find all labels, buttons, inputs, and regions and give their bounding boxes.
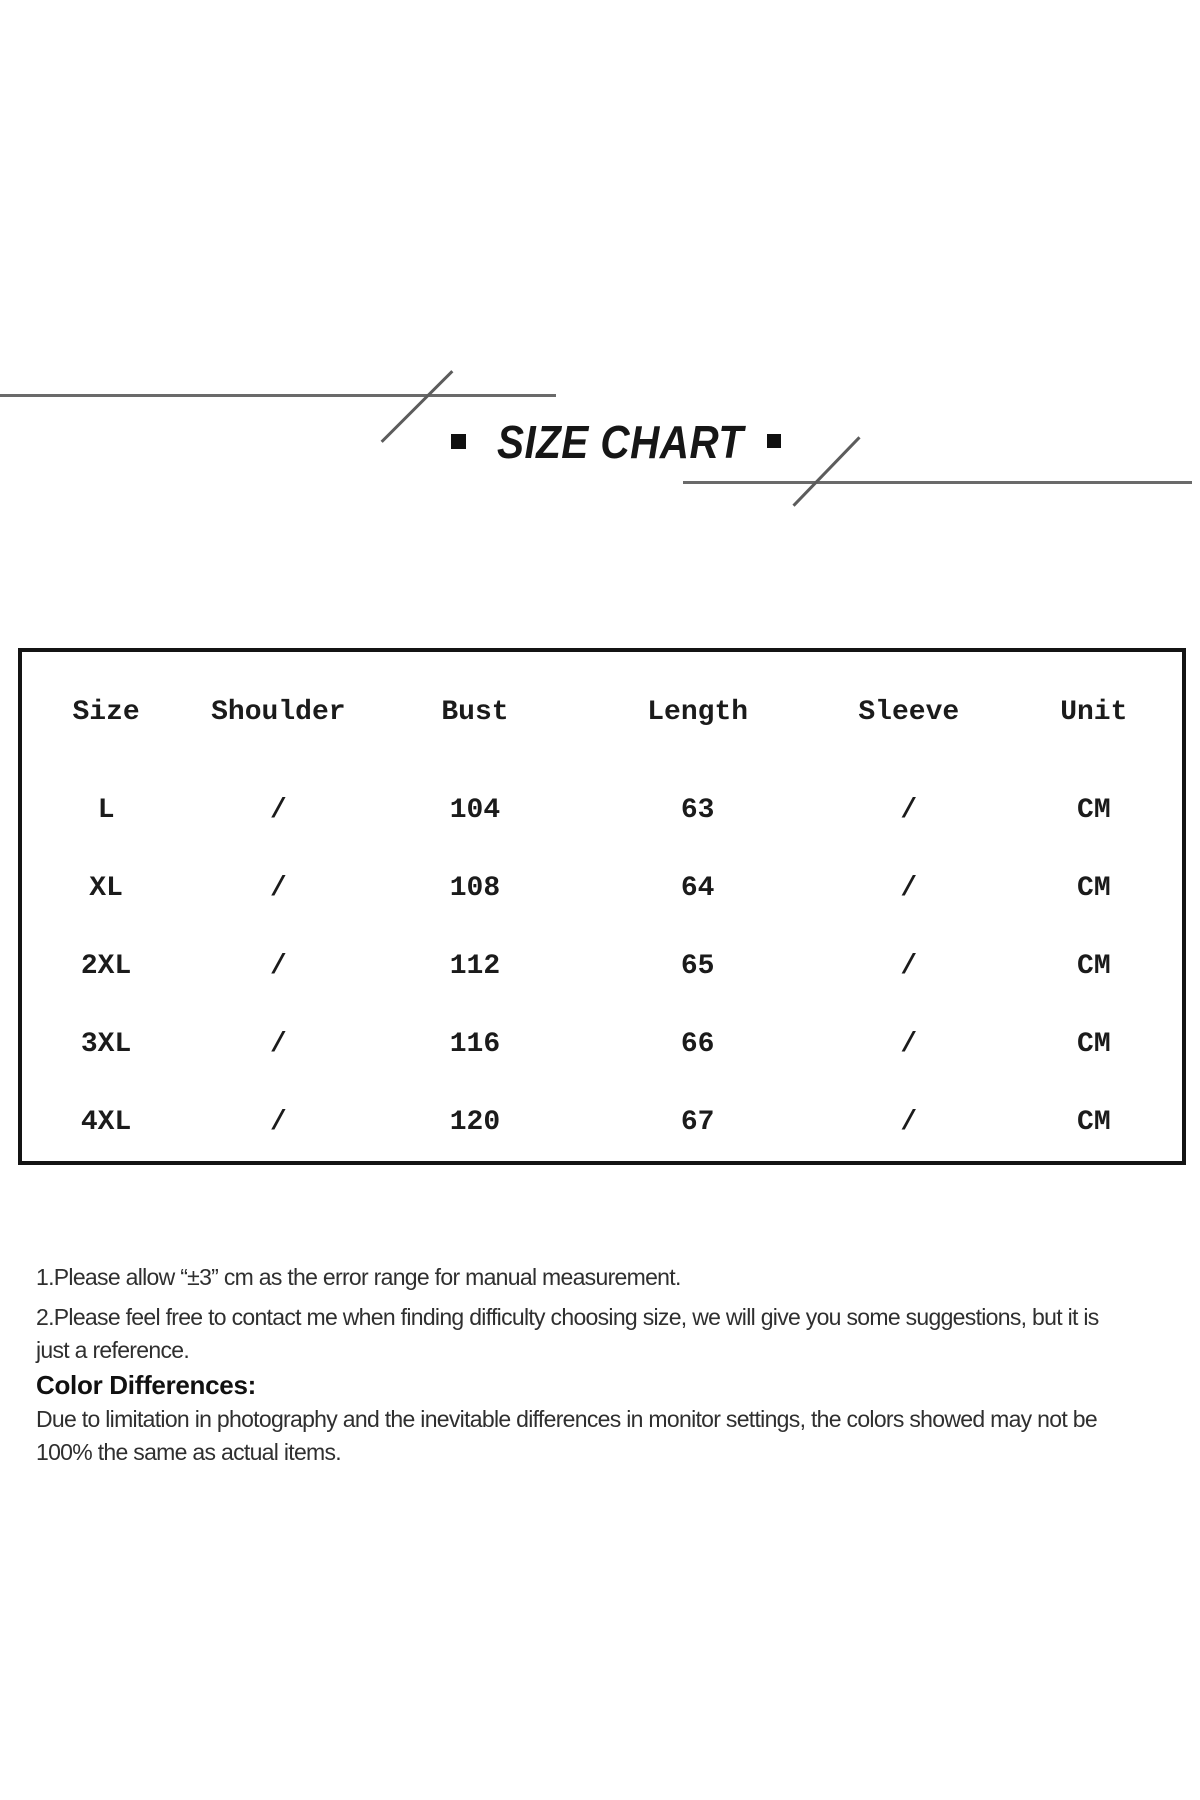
cell-sleeve: /: [900, 873, 918, 905]
color-differences-heading: Color Differences:: [36, 1370, 256, 1400]
cell-size: XL: [89, 873, 123, 905]
size-table: Size Shoulder Bust Length Sleeve Unit L …: [22, 652, 1182, 1161]
cell-length: 65: [680, 950, 715, 982]
size-table-frame: Size Shoulder Bust Length Sleeve Unit L …: [18, 648, 1186, 1165]
decorative-slash-left: [380, 370, 454, 443]
cell-sleeve: /: [900, 1028, 918, 1060]
cell-bust: 108: [449, 873, 501, 905]
cell-shoulder: /: [269, 950, 287, 982]
cell-size: L: [97, 795, 115, 827]
decorative-slash-right: [792, 436, 861, 507]
table-row: 2XL / 112 65 / CM: [22, 928, 1182, 1006]
header-cell-unit: Unit: [1060, 696, 1128, 728]
table-row: 4XL / 120 67 / CM: [22, 1083, 1182, 1161]
cell-bust: 116: [449, 1028, 501, 1060]
decorative-line-left: [0, 394, 556, 397]
note-contact-line2: just a reference.: [36, 1337, 190, 1363]
note-measurement-error: 1.Please allow “±3” cm as the error rang…: [36, 1264, 681, 1290]
cell-unit: CM: [1077, 795, 1111, 827]
cell-unit: CM: [1077, 950, 1111, 982]
table-row: XL / 108 64 / CM: [22, 850, 1182, 928]
table-row: L / 104 63 / CM: [22, 772, 1182, 850]
square-bullet-icon: [451, 434, 466, 449]
note-color-diff-line2: 100% the same as actual items.: [36, 1439, 342, 1465]
cell-bust: 112: [449, 950, 501, 982]
cell-length: 64: [680, 873, 715, 905]
header-cell-shoulder: Shoulder: [211, 696, 346, 728]
header-cell-size: Size: [72, 696, 140, 728]
cell-unit: CM: [1077, 873, 1111, 905]
decorative-line-right: [683, 481, 1192, 484]
cell-shoulder: /: [269, 1028, 287, 1060]
header-cell-sleeve: Sleeve: [858, 696, 960, 728]
cell-length: 66: [680, 1028, 715, 1060]
note-contact-line1: 2.Please feel free to contact me when fi…: [36, 1304, 1099, 1330]
cell-sleeve: /: [900, 950, 918, 982]
cell-unit: CM: [1077, 1106, 1111, 1138]
square-bullet-icon: [767, 434, 781, 448]
cell-size: 2XL: [80, 950, 132, 982]
cell-unit: CM: [1077, 1028, 1111, 1060]
cell-size: 3XL: [80, 1028, 132, 1060]
cell-shoulder: /: [269, 1106, 287, 1138]
cell-bust: 120: [449, 1106, 501, 1138]
header-cell-bust: Bust: [441, 696, 509, 728]
cell-length: 67: [680, 1106, 715, 1138]
header-cell-length: Length: [647, 696, 749, 728]
cell-shoulder: /: [269, 795, 287, 827]
note-color-diff-line1: Due to limitation in photography and the…: [36, 1406, 1098, 1432]
cell-sleeve: /: [900, 795, 918, 827]
cell-shoulder: /: [269, 873, 287, 905]
table-header-row: Size Shoulder Bust Length Sleeve Unit: [22, 652, 1182, 772]
cell-size: 4XL: [80, 1106, 132, 1138]
table-row: 3XL / 116 66 / CM: [22, 1005, 1182, 1083]
page-title: SIZE CHART: [497, 416, 744, 468]
cell-bust: 104: [449, 795, 501, 827]
cell-length: 63: [680, 795, 715, 827]
notes-block: 1.Please allow “±3” cm as the error rang…: [36, 1261, 1186, 1469]
cell-sleeve: /: [900, 1106, 918, 1138]
